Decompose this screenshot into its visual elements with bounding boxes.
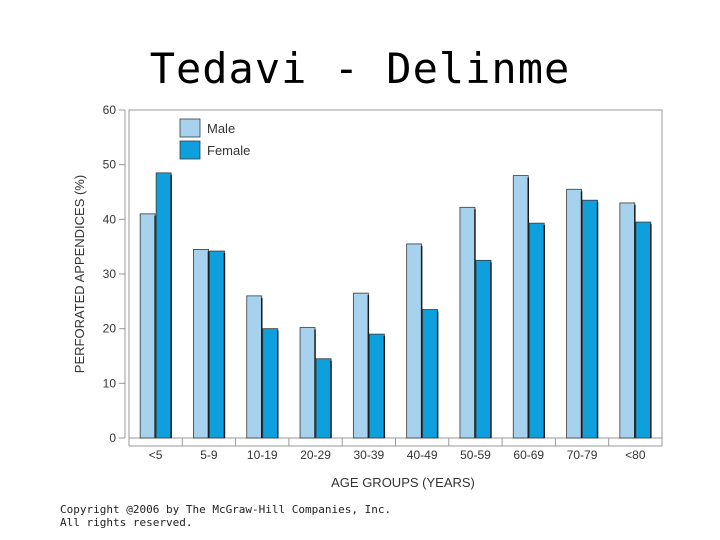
x-tick-label: 20-29 <box>300 448 331 462</box>
bar-male <box>566 188 583 439</box>
x-tick-label: <80 <box>625 448 646 462</box>
y-tick-label: 40 <box>103 212 117 226</box>
bar-female <box>475 259 492 439</box>
bars <box>139 172 652 439</box>
bar-female <box>635 221 652 439</box>
bar-male <box>139 213 156 439</box>
bar-male <box>406 243 423 439</box>
y-tick-label: 10 <box>103 376 117 390</box>
bar-male <box>512 175 529 439</box>
y-tick-label: 30 <box>103 267 117 281</box>
x-tick-label: 60-69 <box>513 448 544 462</box>
bar-female <box>368 333 386 439</box>
bar-male <box>459 206 476 439</box>
x-tick-label: 50-59 <box>460 448 491 462</box>
bar-male <box>352 292 370 439</box>
x-axis-label: AGE GROUPS (YEARS) <box>331 475 475 490</box>
x-tick-label: <5 <box>149 448 163 462</box>
bar-female <box>422 309 439 439</box>
bar-female <box>528 222 545 439</box>
x-tick-label: 40-49 <box>407 448 438 462</box>
y-axis: 0 10 20 30 40 50 60 <box>103 103 126 445</box>
y-tick-label: 0 <box>109 431 116 445</box>
copyright-line: Copyright @2006 by The McGraw-Hill Compa… <box>60 503 392 516</box>
copyright-notice: Copyright @2006 by The McGraw-Hill Compa… <box>60 503 391 529</box>
legend-label-female: Female <box>207 143 250 158</box>
legend-swatch-male <box>179 118 201 138</box>
bar-male <box>193 248 210 439</box>
y-tick-label: 50 <box>103 158 117 172</box>
bar-female <box>315 358 332 439</box>
bar-female <box>209 250 226 439</box>
x-tick-label: 30-39 <box>353 448 384 462</box>
y-axis-label: PERFORATED APPENDICES (%) <box>72 175 87 373</box>
bar-male <box>246 295 263 439</box>
legend-label-male: Male <box>207 121 235 136</box>
bar-female <box>155 172 172 439</box>
bar-female <box>582 199 599 439</box>
bar-male <box>619 202 636 439</box>
x-axis: <5 5-9 10-19 20-29 30-39 40-49 50-59 60-69 70-79… <box>128 438 663 462</box>
bar-male <box>299 327 316 439</box>
y-tick-label: 60 <box>103 103 117 117</box>
rights-line: All rights reserved. <box>60 516 193 529</box>
x-tick-label: 70-79 <box>567 448 598 462</box>
legend-swatch-female <box>179 140 201 160</box>
y-tick-label: 20 <box>103 322 117 336</box>
x-tick-label: 5-9 <box>200 448 218 462</box>
slide-title: Tedavi - Delinme <box>149 44 571 93</box>
legend: Male Female <box>179 118 250 160</box>
bar-female <box>262 328 279 439</box>
x-tick-label: 10-19 <box>247 448 278 462</box>
